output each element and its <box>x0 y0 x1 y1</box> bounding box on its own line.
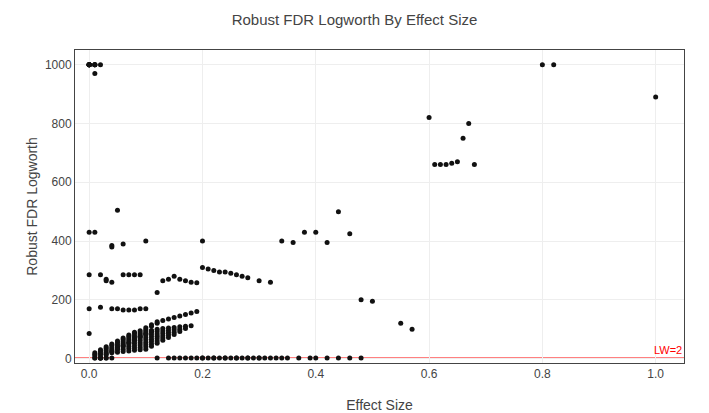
svg-text:Robust FDR Logworth: Robust FDR Logworth <box>24 137 40 276</box>
svg-text:0.8: 0.8 <box>534 367 551 381</box>
svg-text:0.4: 0.4 <box>307 367 324 381</box>
svg-text:Robust FDR Logworth By Effect: Robust FDR Logworth By Effect Size <box>232 11 478 28</box>
svg-text:0.2: 0.2 <box>194 367 211 381</box>
svg-text:0: 0 <box>65 352 72 366</box>
svg-text:600: 600 <box>52 175 72 189</box>
svg-text:1000: 1000 <box>45 58 72 72</box>
svg-text:LW=2: LW=2 <box>654 344 682 356</box>
svg-text:0.0: 0.0 <box>81 367 98 381</box>
svg-text:0.6: 0.6 <box>421 367 438 381</box>
svg-text:400: 400 <box>52 234 72 248</box>
svg-text:800: 800 <box>52 117 72 131</box>
svg-text:Effect Size: Effect Size <box>346 397 413 413</box>
svg-text:200: 200 <box>52 293 72 307</box>
svg-text:1.0: 1.0 <box>647 367 664 381</box>
